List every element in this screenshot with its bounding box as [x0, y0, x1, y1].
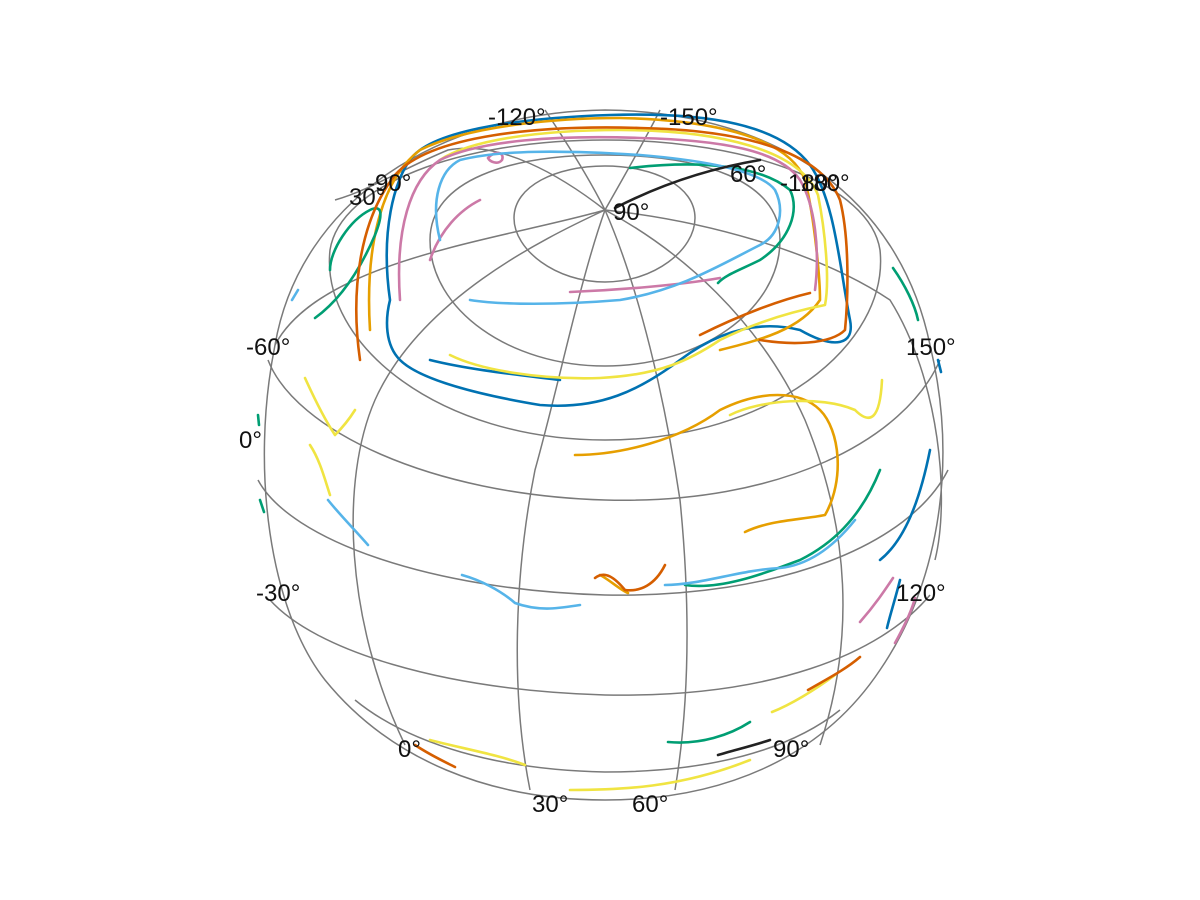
latitude-label: 0°: [239, 427, 262, 454]
track-segment: [613, 158, 762, 210]
meridian-line: [604, 209, 688, 791]
track-vermillion: [355, 126, 862, 769]
coordinate-labels: -120° -150° -90° 30° 60° -180° 180° 90° …: [239, 104, 956, 818]
globe-outline: [263, 109, 944, 801]
latitude-line: [354, 699, 841, 773]
longitude-label: -180°: [780, 170, 838, 197]
latitude-label: 60°: [730, 161, 766, 188]
graticule: [257, 109, 949, 801]
track-black: [613, 158, 772, 757]
longitude-label: 120°: [896, 580, 946, 607]
longitude-label: 180°: [800, 170, 850, 197]
longitude-label: 90°: [773, 736, 809, 763]
meridian-line: [604, 209, 844, 746]
track-segment: [413, 743, 457, 769]
longitude-label: 30°: [532, 791, 568, 818]
track-segment: [460, 573, 582, 610]
track-segment: [666, 720, 752, 744]
track-segment: [355, 126, 849, 362]
track-green: [256, 163, 920, 744]
track-segment: [258, 498, 266, 514]
track-segment: [568, 758, 752, 792]
track-segment: [313, 206, 382, 320]
latitude-label: -60°: [246, 334, 290, 361]
track-segment: [683, 468, 882, 588]
track-yellow: [303, 128, 884, 792]
track-segment: [303, 376, 357, 437]
meridian-line: [544, 109, 606, 211]
track-segment: [806, 655, 862, 692]
latitude-line: [513, 165, 696, 283]
track-segment: [716, 738, 772, 757]
latitude-line: [269, 594, 931, 696]
tracks-layer: [256, 113, 943, 792]
track-segment: [256, 413, 261, 427]
track-segment: [326, 498, 370, 547]
track-segment: [568, 276, 722, 294]
track-segment: [434, 150, 782, 306]
latitude-label: 30°: [349, 184, 385, 211]
track-segment: [385, 113, 853, 408]
meridian-line: [604, 109, 661, 211]
track-blue: [385, 113, 943, 630]
track-segment: [885, 578, 902, 630]
meridian-line: [604, 209, 943, 561]
track-segment: [893, 596, 917, 645]
track-skyblue: [290, 150, 857, 610]
track-segment: [858, 576, 895, 624]
track-segment: [573, 393, 840, 534]
track-segment: [438, 128, 829, 380]
longitude-label: -150°: [660, 104, 718, 131]
track-segment: [290, 288, 300, 302]
track-segment: [628, 163, 795, 285]
track-pink: [397, 135, 917, 645]
longitude-label: 150°: [906, 334, 956, 361]
track-segment: [593, 563, 667, 592]
track-segment: [936, 358, 943, 374]
track-segment: [878, 448, 932, 562]
latitude-label: -30°: [256, 580, 300, 607]
longitude-label: -120°: [488, 104, 546, 131]
track-segment: [428, 198, 482, 262]
latitude-label: 90°: [613, 199, 649, 226]
track-segment: [308, 443, 332, 497]
track-segment: [428, 738, 527, 767]
track-segment: [891, 266, 920, 322]
track-segment: [428, 358, 562, 382]
track-segment: [397, 135, 819, 302]
meridian-line: [516, 209, 606, 791]
latitude-line: [257, 469, 949, 596]
longitude-label: 60°: [632, 791, 668, 818]
meridian-line: [352, 209, 606, 746]
meridian-line: [274, 209, 606, 346]
latitude-line: [267, 359, 941, 501]
longitude-label: -90°: [367, 170, 411, 197]
longitude-label: 0°: [398, 736, 421, 763]
track-segment: [598, 573, 630, 595]
track-segment: [698, 291, 812, 337]
track-segment: [663, 518, 857, 587]
track-segment: [728, 378, 884, 420]
